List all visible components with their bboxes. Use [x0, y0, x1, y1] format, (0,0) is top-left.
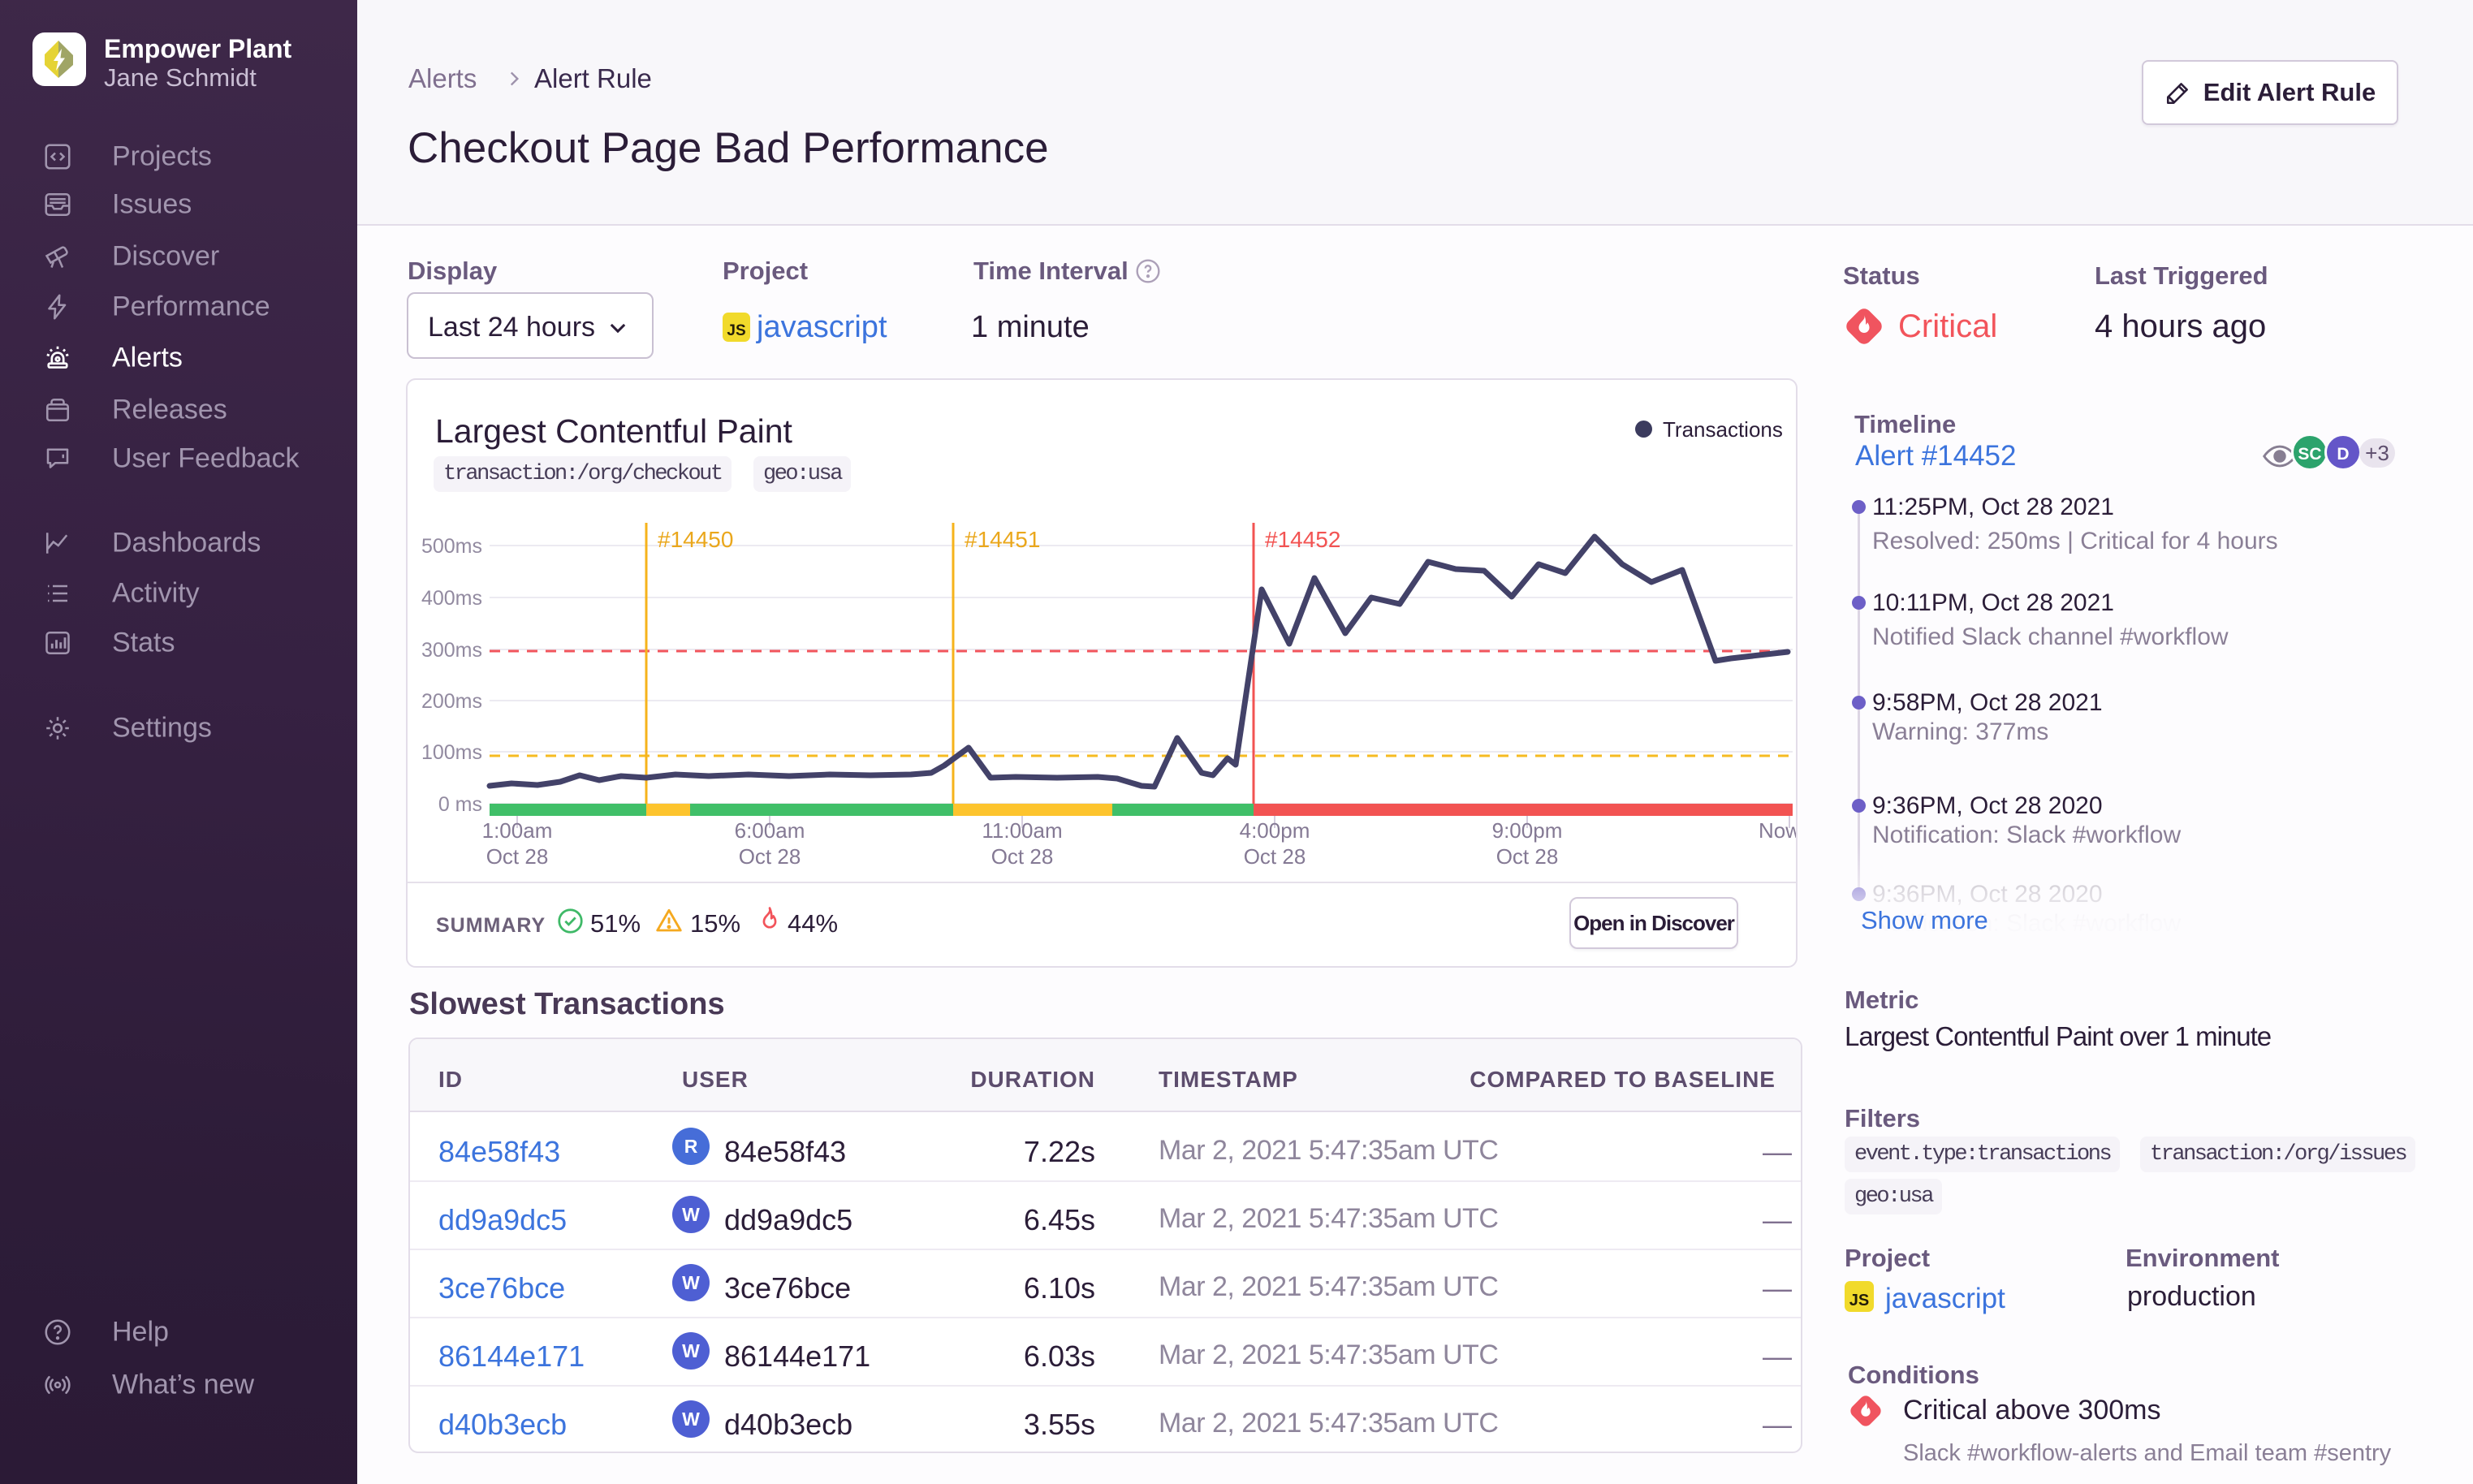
svg-text:Oct 28: Oct 28 — [739, 844, 801, 869]
svg-text:Oct 28: Oct 28 — [1244, 844, 1306, 869]
svg-text:200ms: 200ms — [421, 690, 482, 713]
svg-text:4:00pm: 4:00pm — [1240, 818, 1310, 843]
svg-text:#14450: #14450 — [658, 527, 733, 552]
svg-text:300ms: 300ms — [421, 639, 482, 662]
svg-text:#14451: #14451 — [965, 527, 1040, 552]
svg-text:100ms: 100ms — [421, 741, 482, 764]
svg-text:Oct 28: Oct 28 — [991, 844, 1054, 869]
svg-text:11:00am: 11:00am — [982, 818, 1062, 843]
svg-text:Oct 28: Oct 28 — [486, 844, 549, 869]
svg-text:#14452: #14452 — [1265, 527, 1340, 552]
svg-text:400ms: 400ms — [421, 587, 482, 610]
svg-text:500ms: 500ms — [421, 535, 482, 558]
svg-text:Now: Now — [1759, 818, 1796, 843]
svg-text:0 ms: 0 ms — [438, 793, 482, 816]
svg-text:9:00pm: 9:00pm — [1492, 818, 1563, 843]
svg-text:1:00am: 1:00am — [482, 818, 553, 843]
svg-text:Oct 28: Oct 28 — [1496, 844, 1559, 869]
svg-text:6:00am: 6:00am — [735, 818, 805, 843]
